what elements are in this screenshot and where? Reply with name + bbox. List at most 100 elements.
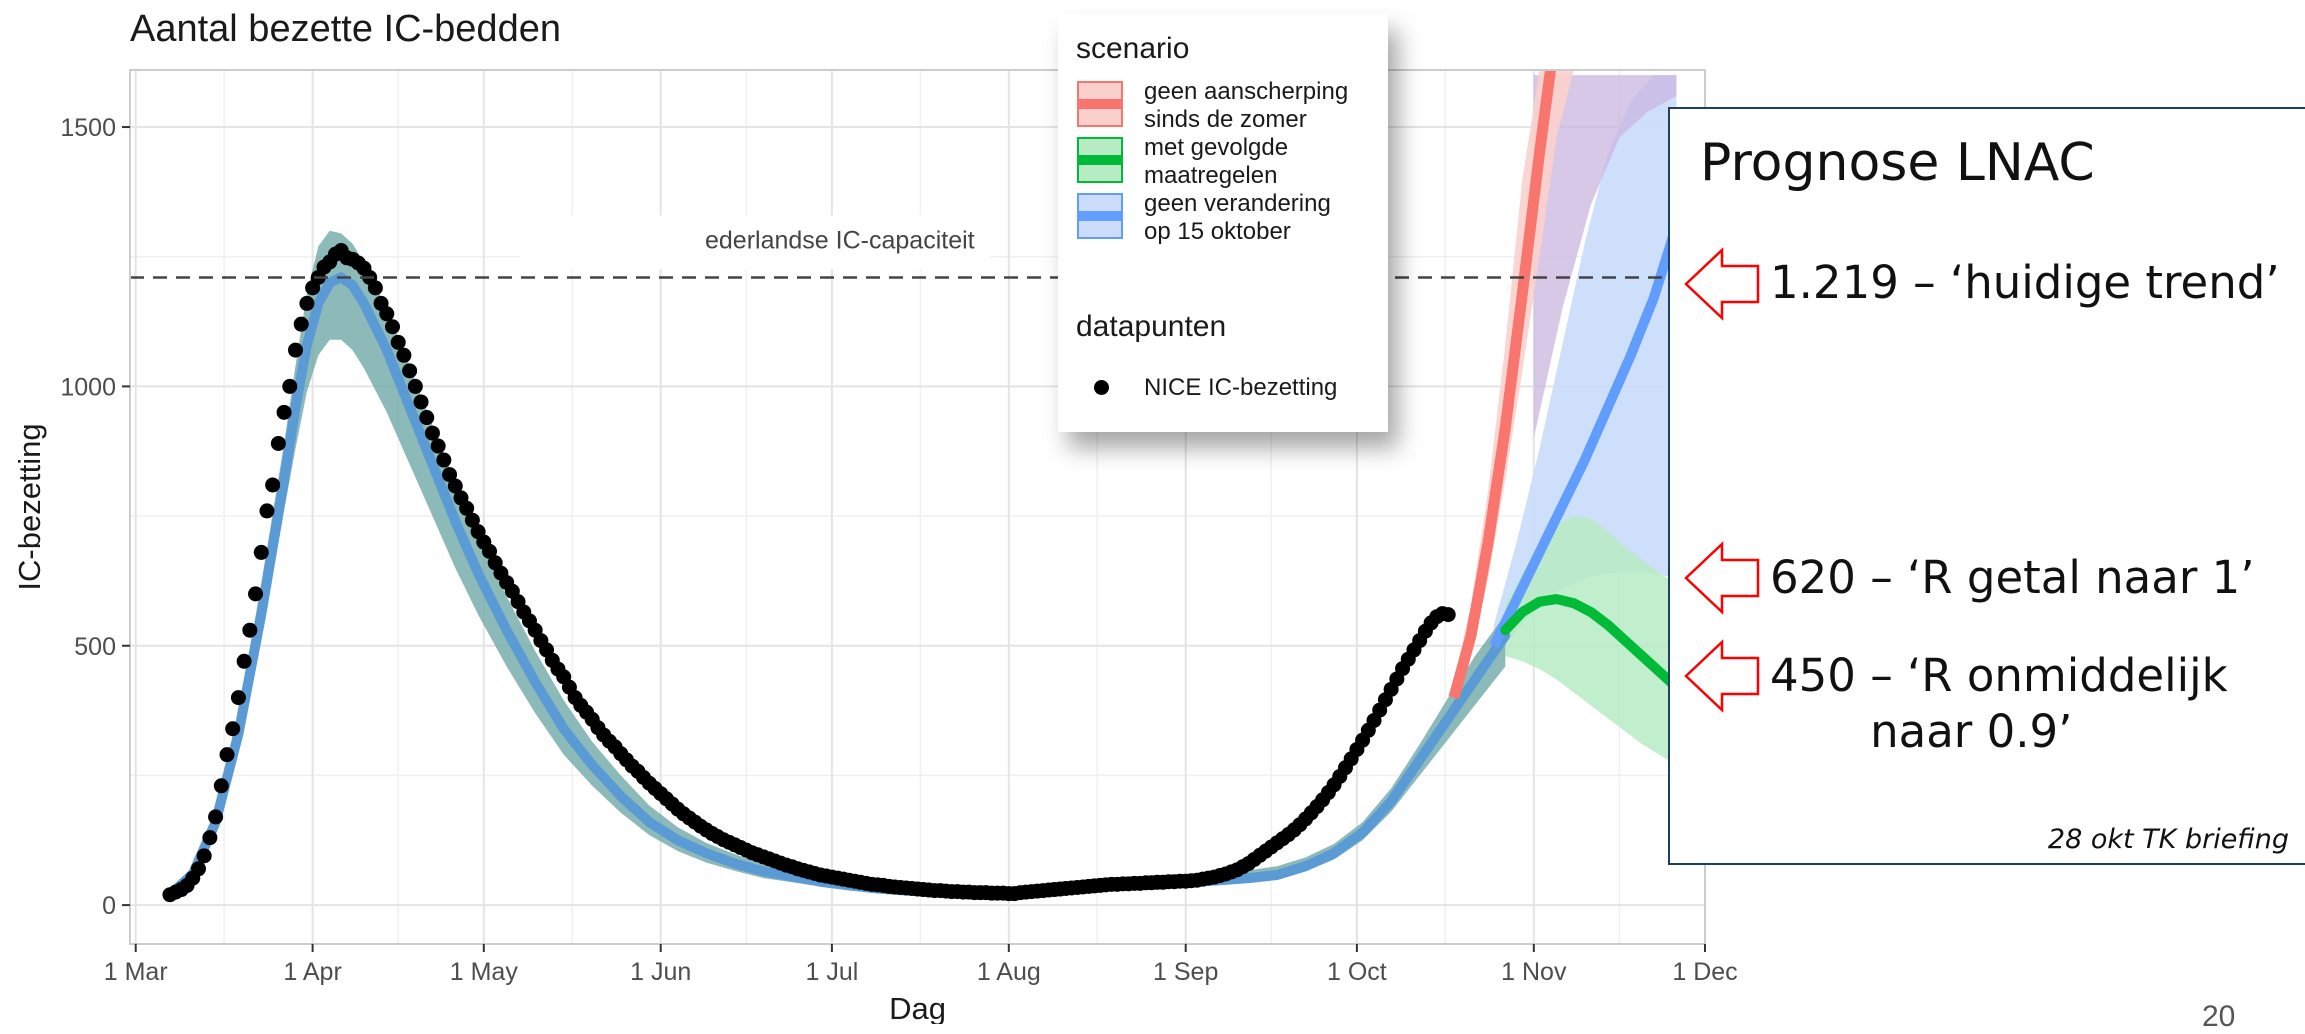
observation-point	[213, 778, 229, 794]
legend-scenario-title: scenario	[1076, 32, 1190, 65]
legend-label-red-line2: sinds de zomer	[1144, 106, 1307, 133]
arrow-left-shape	[1684, 541, 1760, 615]
legend-label-blue: geen verandering op 15 oktober	[1144, 190, 1331, 246]
capacity-label-backdrop	[520, 215, 990, 270]
plot-panel-border	[129, 69, 1706, 945]
x-tick-label: 1 Oct	[1327, 958, 1387, 986]
legend-label-green: met gevolgde maatregelen	[1144, 134, 1288, 190]
observation-point	[196, 848, 212, 864]
band-upper-overlap	[1533, 75, 1677, 439]
chart-title: Aantal bezette IC-bedden	[130, 8, 561, 50]
observation-point	[385, 319, 400, 335]
observation-point	[459, 500, 475, 516]
x-tick-label: 1 Jun	[630, 958, 691, 986]
x-tick-label: 1 May	[450, 958, 519, 986]
legend-point-marker	[1094, 380, 1109, 395]
legend-key-green	[1076, 136, 1124, 184]
observation-points	[162, 0, 1547, 903]
line-geen-aanscherping	[1448, 70, 1557, 700]
observation-point	[190, 861, 206, 877]
arrow-left-icon	[1684, 639, 1760, 713]
line-model-fit	[164, 272, 1511, 900]
legend-label-red: geen aanscherping sinds de zomer	[1144, 78, 1348, 134]
arrow-left-shape	[1684, 247, 1760, 321]
y-tick-label: 500	[74, 633, 116, 661]
observation-point	[299, 295, 315, 311]
prognose-panel: Prognose LNAC 1.219 – ‘huidige trend’ 62…	[1668, 107, 2305, 865]
observation-point	[436, 452, 452, 468]
legend-key-blue	[1076, 192, 1124, 240]
observation-point	[287, 342, 303, 358]
observation-point	[1515, 0, 1530, 8]
legend-key-red	[1076, 80, 1124, 128]
y-tick-label: 0	[102, 892, 116, 920]
observation-point	[390, 334, 406, 350]
prognose-title: Prognose LNAC	[1700, 133, 2095, 193]
band-geen-verandering	[1493, 75, 1677, 662]
legend-label-red-line1: geen aanscherping	[1144, 78, 1349, 105]
line-geen-verandering	[1489, 224, 1682, 648]
prognose-source-note: 28 okt TK briefing	[2047, 824, 2289, 855]
chart-legend: scenario geen aanscherping sinds de zome…	[1058, 14, 1388, 432]
legend-key-blue-line	[1079, 211, 1121, 221]
observation-point	[265, 477, 281, 493]
uncertainty-bands	[169, 70, 1677, 898]
arrow-left-icon	[1684, 247, 1760, 321]
observation-point	[219, 747, 235, 763]
observation-point	[1452, 0, 1467, 8]
observation-point	[1469, 0, 1484, 8]
observation-point	[230, 690, 246, 706]
legend-label-green-line2: maatregelen	[1144, 162, 1278, 189]
y-tick-label: 1500	[60, 114, 116, 142]
page-number: 20	[2202, 1000, 2236, 1033]
observation-point	[242, 622, 258, 638]
arrow-left-shape	[1684, 639, 1760, 713]
prognose-item-huidige-trend: 1.219 – ‘huidige trend’	[1770, 256, 2280, 309]
grid-lines	[130, 70, 1706, 944]
x-tick-label: 1 Mar	[104, 958, 168, 986]
observation-point	[1503, 0, 1518, 8]
observation-point	[442, 467, 458, 483]
observation-point	[419, 410, 435, 426]
capacity-label: ederlandse IC-capaciteit	[705, 226, 975, 254]
x-tick-label: 1 Aug	[977, 958, 1041, 986]
prognose-item-r-naar-09: 450 – ‘R onmiddelijk naar 0.9’	[1770, 649, 2228, 758]
legend-label-green-line1: met gevolgde	[1144, 134, 1289, 161]
x-tick-label: 1 Sep	[1153, 958, 1218, 986]
x-tick-label: 1 Jul	[805, 958, 858, 986]
observation-point	[1526, 0, 1541, 8]
observation-point	[1475, 0, 1490, 8]
arrow-left-icon	[1684, 541, 1760, 615]
observation-point	[270, 435, 286, 451]
observation-point	[464, 512, 480, 528]
observation-point	[1492, 0, 1507, 8]
observation-point	[1509, 0, 1524, 8]
observation-point	[1481, 0, 1496, 8]
observation-point	[1532, 0, 1547, 8]
legend-label-blue-line2: op 15 oktober	[1144, 218, 1291, 245]
line-gevolgde-maatregelen	[1500, 594, 1682, 693]
observation-point	[1464, 0, 1479, 8]
observation-point	[396, 347, 412, 363]
observation-point	[402, 363, 418, 379]
observation-point	[1440, 607, 1456, 623]
observation-point	[276, 404, 292, 420]
observation-point	[208, 809, 224, 825]
legend-key-green-line	[1079, 155, 1121, 165]
observation-point	[293, 316, 309, 332]
observation-point	[1521, 0, 1536, 8]
y-axis-title: IC-bezetting	[12, 423, 47, 590]
legend-datapoints-title: datapunten	[1076, 310, 1227, 343]
observation-point	[282, 378, 298, 394]
observation-point	[1486, 0, 1501, 8]
prognose-item-r-naar-1: 620 – ‘R getal naar 1’	[1770, 551, 2255, 604]
x-tick-label: 1 Nov	[1501, 958, 1567, 986]
band-model-fit	[169, 230, 1506, 898]
x-tick-label: 1 Apr	[283, 958, 341, 986]
observation-point	[259, 503, 275, 519]
observation-point	[248, 586, 264, 602]
observation-point	[1446, 0, 1461, 8]
scenario-lines	[164, 70, 1682, 900]
observation-point	[407, 378, 423, 394]
